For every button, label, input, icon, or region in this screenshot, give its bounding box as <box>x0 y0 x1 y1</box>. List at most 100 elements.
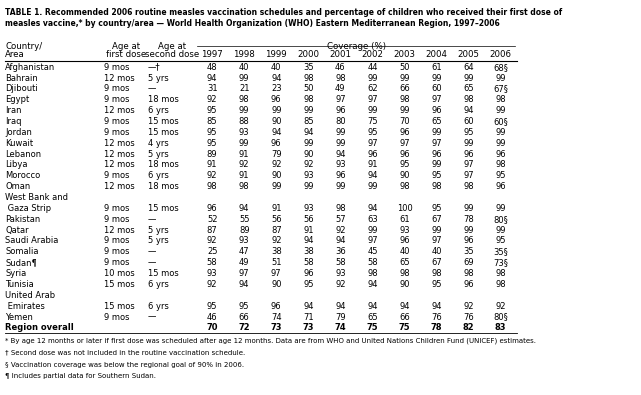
Text: 93: 93 <box>335 160 345 169</box>
Text: 61: 61 <box>399 215 410 224</box>
Text: 40: 40 <box>271 63 281 72</box>
Text: 96: 96 <box>367 150 378 159</box>
Text: 60§: 60§ <box>493 117 508 126</box>
Text: 1998: 1998 <box>233 51 255 59</box>
Text: 51: 51 <box>271 258 281 267</box>
Text: 92: 92 <box>495 302 506 311</box>
Text: 99: 99 <box>495 139 506 148</box>
Text: 69: 69 <box>463 258 474 267</box>
Text: Region overall: Region overall <box>5 324 74 333</box>
Text: 9 mos: 9 mos <box>104 312 130 322</box>
Text: 73: 73 <box>303 324 314 333</box>
Text: 96: 96 <box>399 237 410 246</box>
Text: 94: 94 <box>367 204 378 213</box>
Text: 79: 79 <box>335 312 345 322</box>
Text: 97: 97 <box>367 95 378 104</box>
Text: 91: 91 <box>239 150 249 159</box>
Text: † Second dose was not included in the routine vaccination schedule.: † Second dose was not included in the ro… <box>5 350 246 356</box>
Text: 35: 35 <box>303 63 313 72</box>
Text: 58: 58 <box>367 258 378 267</box>
Text: 93: 93 <box>303 204 313 213</box>
Text: 36: 36 <box>335 247 345 256</box>
Text: 76: 76 <box>463 312 474 322</box>
Text: 99: 99 <box>367 106 378 115</box>
Text: 94: 94 <box>463 106 474 115</box>
Text: 15 mos: 15 mos <box>148 117 179 126</box>
Text: 91: 91 <box>239 171 249 181</box>
Text: TABLE 1. Recommended 2006 routine measles vaccination schedules and percentage o: TABLE 1. Recommended 2006 routine measle… <box>5 8 562 28</box>
Text: 2002: 2002 <box>362 51 383 59</box>
Text: 95: 95 <box>495 171 506 181</box>
Text: 95: 95 <box>367 128 378 137</box>
Text: 65: 65 <box>367 312 378 322</box>
Text: 85: 85 <box>303 117 313 126</box>
Text: Age at: Age at <box>158 42 186 51</box>
Text: 89: 89 <box>239 226 249 235</box>
Text: 96: 96 <box>335 106 345 115</box>
Text: 75: 75 <box>367 117 378 126</box>
Text: 92: 92 <box>207 171 217 181</box>
Text: Morocco: Morocco <box>5 171 40 181</box>
Text: ¶ Includes partial data for Southern Sudan.: ¶ Includes partial data for Southern Sud… <box>5 373 156 380</box>
Text: —: — <box>148 247 156 256</box>
Text: —†: —† <box>148 63 161 72</box>
Text: 99: 99 <box>431 73 442 83</box>
Text: Afghanistan: Afghanistan <box>5 63 55 72</box>
Text: 56: 56 <box>271 215 281 224</box>
Text: 92: 92 <box>271 237 281 246</box>
Text: Yemen: Yemen <box>5 312 33 322</box>
Text: Qatar: Qatar <box>5 226 29 235</box>
Text: 96: 96 <box>463 237 474 246</box>
Text: 92: 92 <box>239 160 249 169</box>
Text: 96: 96 <box>303 269 313 278</box>
Text: 82: 82 <box>463 324 474 333</box>
Text: 76: 76 <box>431 312 442 322</box>
Text: 70: 70 <box>399 117 410 126</box>
Text: 79: 79 <box>271 150 281 159</box>
Text: 66: 66 <box>399 85 410 94</box>
Text: 95: 95 <box>431 280 442 289</box>
Text: 99: 99 <box>399 106 410 115</box>
Text: Oman: Oman <box>5 182 30 191</box>
Text: 12 mos: 12 mos <box>104 106 135 115</box>
Text: Age at: Age at <box>112 42 140 51</box>
Text: Kuwait: Kuwait <box>5 139 33 148</box>
Text: Syria: Syria <box>5 269 26 278</box>
Text: 99: 99 <box>239 73 249 83</box>
Text: 99: 99 <box>495 226 506 235</box>
Text: 6 yrs: 6 yrs <box>148 106 169 115</box>
Text: 98: 98 <box>495 280 506 289</box>
Text: 93: 93 <box>239 237 249 246</box>
Text: 31: 31 <box>207 85 217 94</box>
Text: 95: 95 <box>207 128 217 137</box>
Text: 89: 89 <box>207 150 217 159</box>
Text: 6 yrs: 6 yrs <box>148 302 169 311</box>
Text: 97: 97 <box>431 237 442 246</box>
Text: 100: 100 <box>397 204 412 213</box>
Text: 68§: 68§ <box>493 63 508 72</box>
Text: Djibouti: Djibouti <box>5 85 38 94</box>
Text: 18 mos: 18 mos <box>148 160 179 169</box>
Text: 9 mos: 9 mos <box>104 237 130 246</box>
Text: 15 mos: 15 mos <box>148 128 179 137</box>
Text: 87: 87 <box>207 226 217 235</box>
Text: 98: 98 <box>495 269 506 278</box>
Text: West Bank and: West Bank and <box>5 193 68 202</box>
Text: 94: 94 <box>303 128 313 137</box>
Text: —: — <box>148 85 156 94</box>
Text: 99: 99 <box>431 128 442 137</box>
Text: 67: 67 <box>431 258 442 267</box>
Text: 94: 94 <box>367 280 378 289</box>
Text: 12 mos: 12 mos <box>104 226 135 235</box>
Text: Jordan: Jordan <box>5 128 32 137</box>
Text: 12 mos: 12 mos <box>104 150 135 159</box>
Text: 95: 95 <box>239 302 249 311</box>
Text: 15 mos: 15 mos <box>104 302 135 311</box>
Text: 64: 64 <box>463 63 474 72</box>
Text: 9 mos: 9 mos <box>104 63 130 72</box>
Text: 97: 97 <box>431 95 442 104</box>
Text: 4 yrs: 4 yrs <box>148 139 169 148</box>
Text: 5 yrs: 5 yrs <box>148 73 169 83</box>
Text: 18 mos: 18 mos <box>148 182 179 191</box>
Text: 97: 97 <box>367 237 378 246</box>
